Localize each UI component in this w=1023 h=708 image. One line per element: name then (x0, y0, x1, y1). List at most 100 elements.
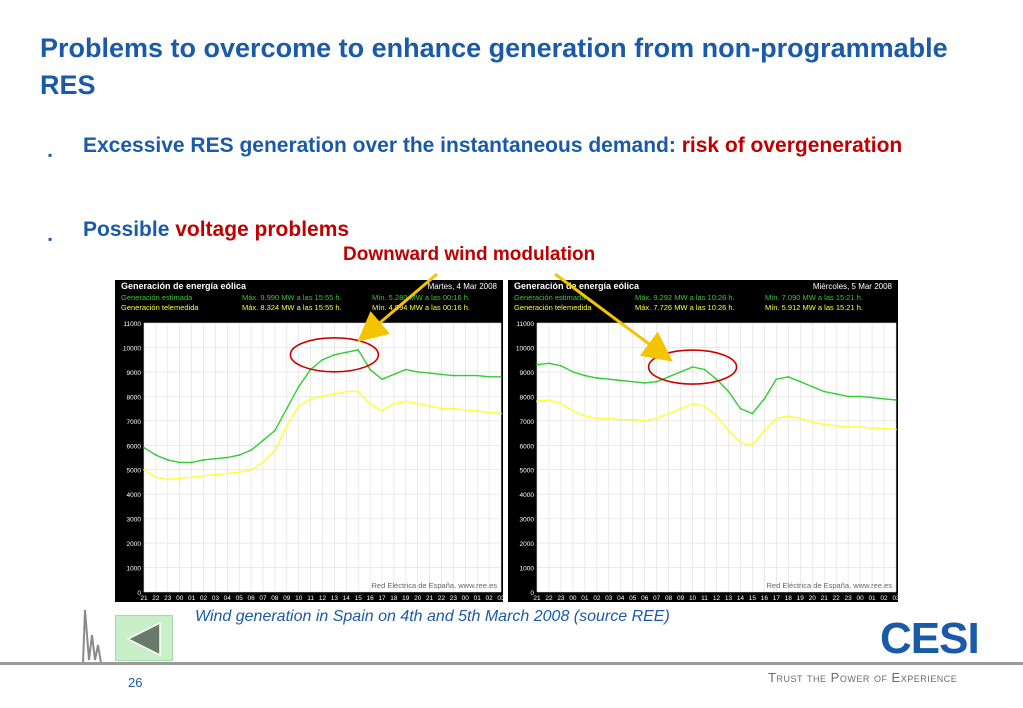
x-tick-label: 10 (295, 595, 303, 602)
data-point (727, 429, 730, 432)
data-point (488, 375, 490, 378)
data-point (619, 379, 622, 382)
data-point (715, 415, 718, 417)
x-tick-label: 08 (271, 595, 279, 602)
legend-min: Mín. 5.280 MW a las 00:16 h. (372, 293, 470, 302)
data-point (238, 454, 241, 456)
legend-max: Máx. 9.990 MW a las 15:55 h. (242, 293, 342, 302)
data-point (357, 390, 360, 393)
data-point (250, 468, 253, 471)
bullet-square-icon: ▪ (48, 148, 53, 162)
x-tick-label: 09 (283, 595, 291, 602)
data-point (500, 412, 502, 415)
data-point (799, 380, 802, 383)
x-tick-label: 05 (629, 595, 637, 602)
data-point (799, 417, 802, 420)
annotation-label: Downward wind modulation (343, 244, 596, 265)
bullet-text: Excessive RES generation over the instan… (83, 134, 682, 157)
y-tick-label: 7000 (520, 419, 535, 426)
x-tick-label: 16 (761, 595, 769, 602)
data-point (560, 402, 562, 405)
data-point (381, 378, 383, 381)
highlight-ellipse (647, 349, 738, 385)
data-point (143, 468, 145, 471)
data-point (548, 362, 550, 365)
data-point (393, 373, 395, 376)
data-point (595, 377, 598, 379)
x-tick-label: 09 (677, 595, 685, 602)
data-point (309, 397, 312, 400)
x-tick-label: 13 (331, 595, 339, 602)
data-point (871, 427, 873, 430)
slide-title: Problems to overcome to enhance generati… (40, 33, 948, 100)
data-point (679, 407, 682, 410)
y-tick-label: 0 (530, 590, 534, 597)
data-point (536, 363, 538, 366)
data-point (751, 412, 754, 415)
legend-entry: Generación estimada (514, 293, 586, 302)
data-point (787, 415, 790, 417)
y-tick-label: 11000 (516, 321, 534, 328)
x-tick-label: 01 (188, 595, 196, 602)
data-point (190, 461, 193, 464)
data-point (883, 427, 885, 430)
y-tick-label: 4000 (520, 492, 535, 499)
x-tick-label: 01 (868, 595, 876, 602)
y-tick-label: 2000 (127, 541, 142, 548)
y-tick-label: 9000 (127, 370, 142, 377)
y-tick-label: 2000 (520, 541, 535, 548)
data-point (226, 472, 229, 475)
data-point (345, 390, 348, 393)
x-tick-label: 04 (617, 595, 625, 602)
data-point (369, 402, 371, 405)
y-tick-label: 6000 (520, 443, 535, 450)
legend-min: Mín. 5.912 MW a las 15:21 h. (765, 303, 863, 312)
data-point (679, 371, 682, 373)
x-tick-label: 10 (689, 595, 697, 602)
x-tick-label: 16 (366, 595, 374, 602)
data-point (178, 477, 181, 480)
highlight-ellipse (289, 336, 380, 373)
legend-max: Máx. 7.726 MW a las 10:26 h. (635, 303, 735, 312)
tagline: Trust the Power of Experience (768, 670, 958, 685)
x-tick-label: 22 (545, 595, 553, 602)
x-tick-label: 14 (737, 595, 745, 602)
data-point (452, 407, 455, 410)
legend-entry: Generación estimada (121, 293, 193, 302)
x-tick-label: 06 (641, 595, 649, 602)
page-number: 26 (128, 675, 143, 690)
bullet-square-icon: ▪ (48, 232, 53, 246)
back-button[interactable] (115, 615, 173, 661)
x-tick-label: 23 (845, 595, 853, 602)
x-tick-label: 22 (833, 595, 841, 602)
figure-caption: Wind generation in Spain on 4th and 5th … (195, 608, 670, 625)
data-point (464, 408, 467, 411)
x-tick-label: 01 (474, 595, 482, 602)
data-point (238, 471, 241, 474)
x-tick-label: 03 (212, 595, 220, 602)
bullet-overgeneration: ▪ Excessive RES generation over the inst… (48, 131, 968, 162)
x-tick-label: 22 (438, 595, 446, 602)
data-point (739, 407, 742, 410)
data-point (787, 375, 790, 378)
data-point (871, 396, 873, 399)
data-point (476, 410, 479, 412)
legend-min: Mín. 4.594 MW a las 00:16 h. (372, 303, 470, 312)
data-point (155, 476, 157, 478)
data-point (715, 378, 718, 381)
x-tick-label: 19 (797, 595, 805, 602)
data-point (811, 421, 814, 423)
data-point (895, 428, 897, 431)
y-tick-label: 10000 (123, 345, 141, 352)
data-point (452, 374, 455, 377)
x-tick-label: 03 (892, 595, 898, 602)
x-tick-label: 00 (569, 595, 577, 602)
x-tick-label: 03 (605, 595, 613, 602)
data-point (548, 399, 550, 401)
data-point (274, 429, 276, 432)
x-tick-label: 21 (140, 595, 148, 602)
x-tick-label: 12 (319, 595, 327, 602)
x-tick-label: 22 (152, 595, 160, 602)
bullet-text: Possible (83, 218, 176, 241)
data-point (751, 444, 754, 447)
